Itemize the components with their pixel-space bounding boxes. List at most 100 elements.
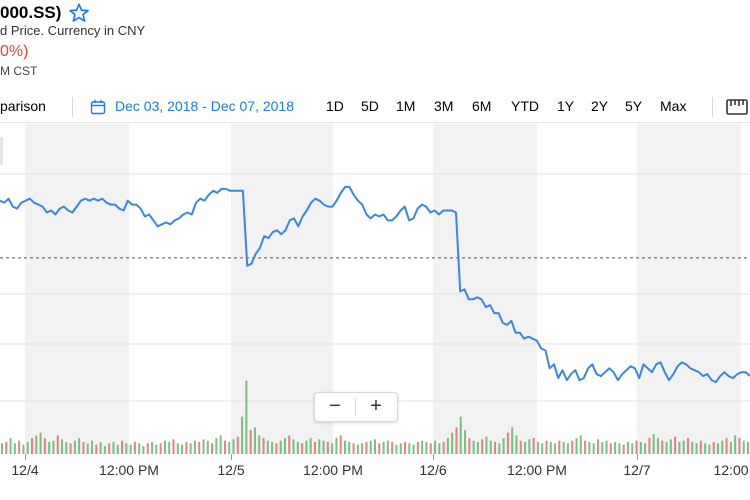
period-1m[interactable]: 1M — [396, 98, 416, 114]
volume-bar — [82, 442, 85, 454]
x-tick — [25, 454, 26, 460]
volume-bar — [172, 439, 175, 454]
volume-bar — [545, 440, 548, 454]
star-icon[interactable] — [68, 2, 90, 24]
volume-bar — [43, 438, 46, 454]
volume-bar — [69, 443, 72, 454]
volume-bar — [511, 427, 514, 454]
period-1d[interactable]: 1D — [326, 98, 344, 114]
zoom-in-button[interactable]: + — [370, 395, 382, 417]
price-currency-note: d Price. Currency in CNY — [0, 23, 146, 38]
volume-bar — [738, 438, 741, 454]
volume-bar — [579, 435, 582, 454]
volume-bar — [652, 434, 655, 454]
volume-bar — [588, 442, 591, 454]
volume-bar — [584, 440, 587, 454]
period-3m[interactable]: 3M — [434, 98, 454, 114]
volume-bar — [562, 442, 565, 454]
period-1y[interactable]: 1Y — [557, 98, 575, 114]
volume-bar — [22, 444, 25, 454]
volume-bar — [648, 438, 651, 454]
volume-bar — [356, 444, 359, 454]
volume-bar — [566, 443, 569, 454]
volume-bar — [219, 435, 222, 454]
period-5d[interactable]: 5D — [361, 98, 379, 114]
volume-bar — [656, 438, 659, 454]
volume-bar — [639, 442, 642, 454]
volume-bar — [605, 440, 608, 454]
volume-bar — [245, 380, 248, 454]
volume-bar — [476, 442, 479, 454]
volume-bar — [412, 444, 415, 454]
volume-bar — [253, 427, 256, 454]
volume-bar — [742, 440, 745, 454]
volume-bar — [408, 443, 411, 454]
volume-bar — [206, 440, 209, 454]
volume-bar — [592, 443, 595, 454]
volume-bar — [725, 438, 728, 454]
volume-bar — [669, 439, 672, 454]
period-ytd[interactable]: YTD — [511, 98, 539, 114]
volume-bar — [288, 435, 291, 454]
volume-bar — [309, 438, 312, 454]
period-5y[interactable]: 5Y — [625, 98, 643, 114]
volume-bar — [485, 436, 488, 454]
market-time: M CST — [0, 64, 38, 78]
date-range-picker[interactable]: Dec 03, 2018 - Dec 07, 2018 — [115, 98, 295, 114]
volume-bar — [39, 432, 42, 454]
period-max[interactable]: Max — [660, 98, 687, 114]
volume-bar — [5, 442, 8, 454]
volume-bar — [65, 442, 68, 454]
period-2y[interactable]: 2Y — [591, 98, 609, 114]
volume-bar — [181, 444, 184, 454]
volume-bar — [13, 443, 16, 454]
volume-bar — [163, 440, 166, 454]
x-tick — [637, 454, 638, 460]
volume-bar — [481, 439, 484, 454]
volume-bar — [472, 440, 475, 454]
zoom-out-button[interactable]: − — [329, 395, 341, 417]
volume-bar — [18, 440, 21, 454]
volume-bar — [155, 444, 158, 454]
volume-bar — [348, 442, 351, 454]
volume-bar — [202, 439, 205, 454]
volume-bar — [455, 427, 458, 454]
period-6m[interactable]: 6M — [472, 98, 492, 114]
toolbar-divider — [72, 97, 73, 117]
volume-bar — [532, 438, 535, 454]
volume-bar — [108, 443, 111, 454]
volume-bar — [266, 440, 269, 454]
volume-bar — [9, 438, 12, 454]
volume-bar — [549, 442, 552, 454]
volume-bar — [609, 443, 612, 454]
ruler-icon[interactable] — [726, 98, 748, 116]
volume-bar — [528, 439, 531, 454]
zoom-divider — [355, 398, 356, 416]
volume-bar — [506, 432, 509, 454]
volume-bar — [429, 443, 432, 454]
volume-bar — [262, 438, 265, 454]
volume-bar — [91, 440, 94, 454]
side-panel-tab[interactable] — [0, 137, 3, 165]
volume-bar — [524, 442, 527, 454]
volume-bar — [99, 442, 102, 454]
x-label-12-4: 12/4 — [11, 462, 39, 478]
volume-bar — [339, 435, 342, 454]
volume-bar — [271, 442, 274, 454]
volume-bar — [459, 416, 462, 454]
volume-bar — [734, 435, 737, 454]
volume-bar — [1, 443, 3, 454]
volume-bar — [35, 435, 38, 454]
volume-bar — [446, 438, 449, 454]
comparison-button[interactable]: parison — [0, 98, 46, 114]
volume-bar — [26, 442, 29, 454]
volume-bar — [249, 430, 252, 454]
volume-bar — [399, 443, 402, 454]
volume-bar — [515, 435, 518, 454]
volume-bar — [704, 443, 707, 454]
calendar-icon[interactable] — [90, 99, 106, 115]
volume-bar — [185, 442, 188, 454]
volume-bar — [622, 444, 625, 454]
volume-bar — [241, 416, 244, 454]
zoom-control: − + — [314, 392, 398, 422]
